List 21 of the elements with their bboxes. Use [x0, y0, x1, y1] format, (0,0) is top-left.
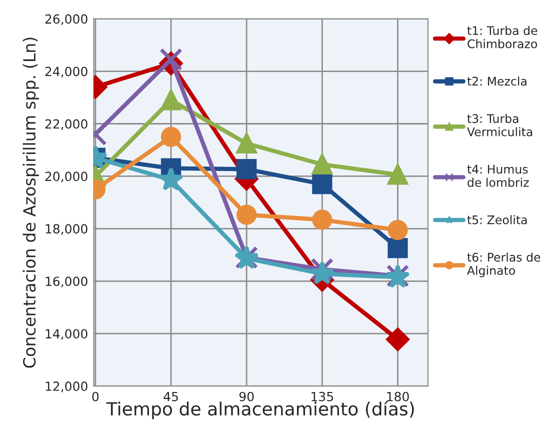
y-tick-label: 22,000	[45, 119, 88, 130]
y-tick-label: 14,000	[46, 329, 88, 340]
x-tick-label: 135	[312, 392, 334, 402]
x-axis-title: Tiempo de almacenamiento (días)	[106, 400, 414, 420]
y-tick-label: 26,000	[45, 14, 88, 26]
x-tick-label: 90	[239, 392, 254, 402]
legend-label: t5: Zeolita	[467, 215, 527, 224]
x-tick-label: 180	[387, 392, 409, 402]
legend-label: t4: Humus de lombriz	[467, 164, 529, 187]
x-tick-label: 0	[92, 392, 99, 402]
legend-label: t1: Turba de Chimborazo	[467, 26, 538, 48]
y-tick-label: 16,000	[46, 276, 88, 288]
x-tick-label: 45	[164, 392, 178, 402]
y-tick-label: 18,000	[46, 224, 88, 235]
legend-label: t2: Mezcla	[467, 76, 526, 86]
y-tick-label: 12,000	[46, 382, 88, 392]
y-axis-title: Concentracion de Azospirillum spp. (Ln)	[22, 38, 39, 368]
y-tick-label: 24,000	[45, 66, 88, 78]
y-tick-label: 20,000	[45, 172, 88, 182]
legend-label: t3: Turba Vermiculita	[467, 114, 532, 136]
legend-label: t6: Perlas de Alginato	[467, 252, 540, 278]
